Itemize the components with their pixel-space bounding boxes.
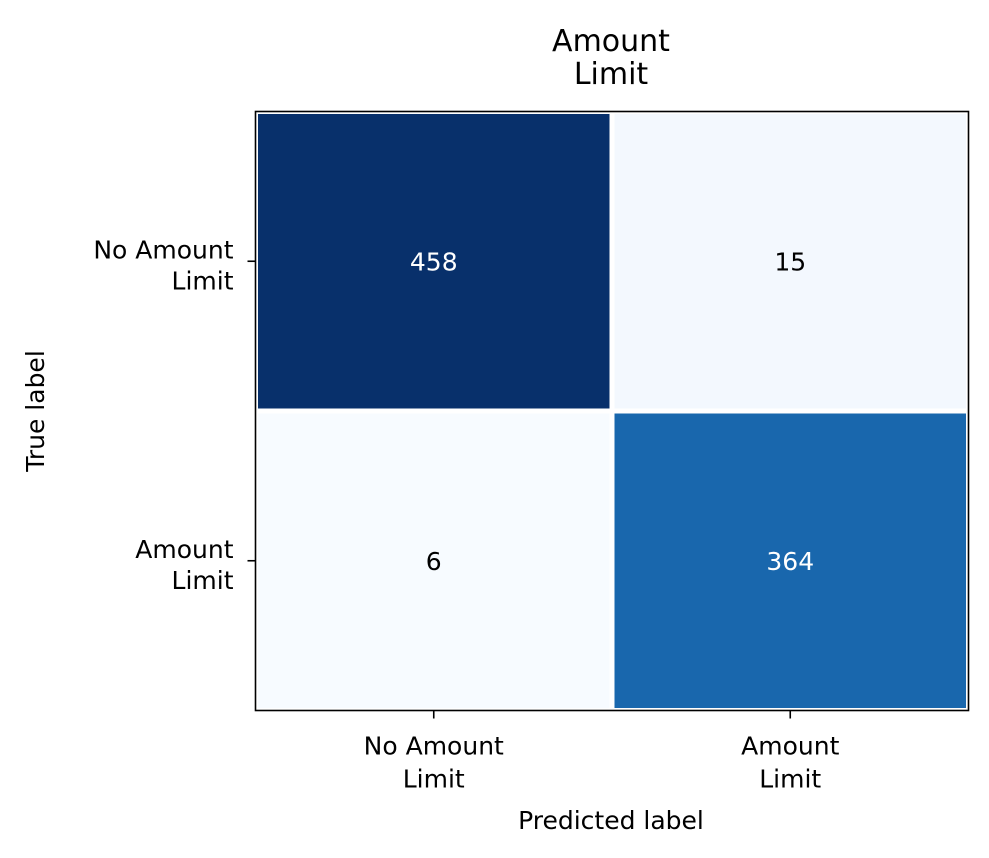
x-axis-label: Predicted label: [518, 806, 704, 835]
cell-value-label: 15: [774, 247, 806, 276]
y-tick-label: Limit: [172, 266, 234, 295]
y-axis-label: True label: [21, 350, 50, 473]
chart-title-line: Limit: [574, 57, 649, 92]
heatmap-cell: [258, 413, 610, 708]
cell-value-label: 6: [426, 547, 442, 576]
y-tick-label: No Amount: [93, 235, 233, 264]
plot-frame: [254, 110, 970, 712]
heatmap-cell: [614, 114, 966, 409]
chart-title-line: Amount: [552, 24, 670, 59]
x-tick-label: No Amount: [364, 732, 504, 761]
heatmap-cell: [258, 114, 610, 409]
cell-value-label: 458: [410, 247, 458, 276]
x-tick-label: Amount: [741, 732, 839, 761]
x-axis-ticks: No Amount Limit Amount Limit: [364, 710, 840, 794]
x-tick-label: Limit: [403, 765, 465, 794]
y-tick-label: Amount: [135, 535, 233, 564]
y-tick-label: Limit: [172, 566, 234, 595]
heatmap-cell: [614, 413, 966, 708]
x-tick-label: Limit: [759, 765, 821, 794]
heatmap-cells: 458 15 6 364: [258, 114, 966, 708]
cell-value-label: 364: [766, 547, 814, 576]
